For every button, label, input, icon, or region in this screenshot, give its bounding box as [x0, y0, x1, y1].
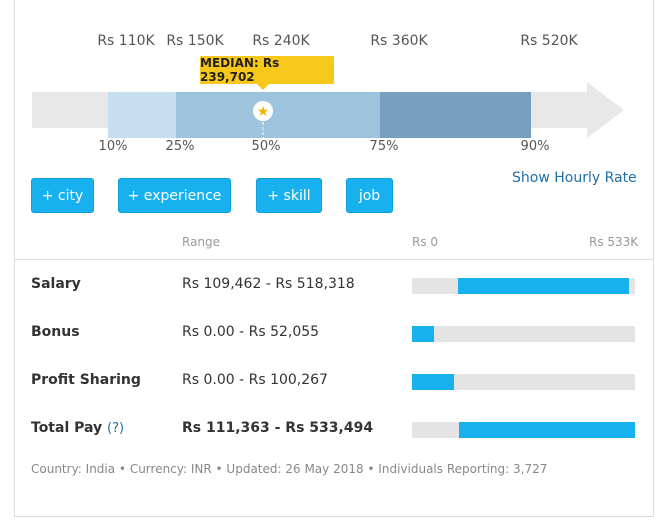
- job-label: job: [358, 187, 381, 204]
- row-label: Bonus: [31, 324, 80, 340]
- row-range: Rs 109,462 - Rs 518,318: [182, 276, 355, 292]
- help-link[interactable]: (?): [107, 421, 125, 436]
- median-tag: MEDIAN: Rs 239,702: [200, 56, 334, 90]
- range-header: Range: [182, 235, 221, 249]
- row-label: Profit Sharing: [31, 372, 141, 388]
- row-range: Rs 111,363 - Rs 533,494: [182, 420, 374, 436]
- add-experience-button[interactable]: + experience: [118, 178, 231, 213]
- median-label: MEDIAN: Rs 239,702: [200, 56, 280, 84]
- percentile-label-90: 90%: [520, 139, 550, 154]
- scale-max-label: Rs 533K: [589, 235, 639, 249]
- range-track: [412, 326, 635, 342]
- footer-meta: Country: India • Currency: INR • Updated…: [31, 462, 548, 476]
- scale-min-label: Rs 0: [412, 235, 439, 249]
- range-fill: [459, 422, 635, 438]
- range-fill: [412, 326, 434, 342]
- percentile-value-25: Rs 150K: [166, 33, 224, 49]
- percentile-value-75: Rs 360K: [370, 33, 428, 49]
- range-track: [412, 374, 635, 390]
- percentile-label-75: 75%: [369, 139, 399, 154]
- band-75-90: [380, 92, 531, 138]
- job-button[interactable]: job: [346, 178, 393, 213]
- add-skill-label: + skill: [267, 187, 311, 204]
- row-range: Rs 0.00 - Rs 52,055: [182, 324, 320, 340]
- add-experience-label: + experience: [127, 187, 222, 204]
- percentile-value-90: Rs 520K: [520, 33, 578, 49]
- percentile-label-25: 25%: [165, 139, 195, 154]
- percentile-label-50: 50%: [251, 139, 281, 154]
- add-skill-button[interactable]: + skill: [256, 178, 322, 213]
- percentile-value-50: Rs 240K: [252, 33, 310, 49]
- median-marker: [253, 101, 273, 121]
- star-icon: ★: [257, 104, 270, 120]
- range-fill: [458, 278, 629, 294]
- row-label: Total Pay (?): [31, 420, 124, 436]
- range-track: [412, 422, 635, 438]
- band-10-25: [108, 92, 176, 138]
- percentile-label-10: 10%: [98, 139, 128, 154]
- percentile-bar-graphic: ★: [32, 82, 624, 138]
- add-city-label: + city: [41, 187, 84, 204]
- show-hourly-rate-link[interactable]: Show Hourly Rate: [512, 170, 637, 186]
- row-range: Rs 0.00 - Rs 100,267: [182, 372, 328, 388]
- table-divider: [15, 259, 653, 260]
- band-25-75: [176, 92, 380, 138]
- total-pay-label: Total Pay: [31, 420, 103, 436]
- row-label: Salary: [31, 276, 81, 292]
- percentile-bar: ★: [32, 82, 624, 138]
- add-city-button[interactable]: + city: [31, 178, 94, 213]
- range-track: [412, 278, 635, 294]
- range-fill: [412, 374, 454, 390]
- percentile-value-10: Rs 110K: [97, 33, 155, 49]
